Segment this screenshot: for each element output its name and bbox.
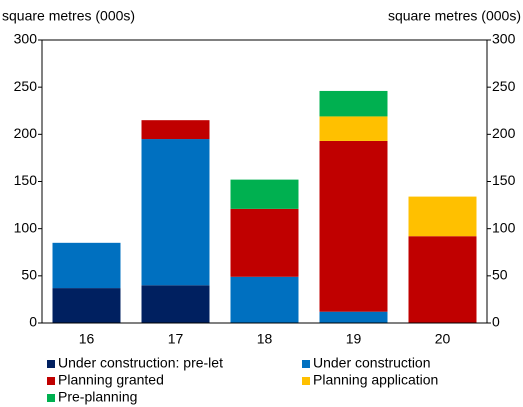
y-axis-label: square metres (000s) bbox=[2, 8, 135, 24]
x-tick-label: 20 bbox=[435, 331, 451, 347]
legend-marker bbox=[47, 394, 55, 402]
y2-tick-label: 50 bbox=[492, 267, 508, 283]
bar-segment bbox=[230, 208, 299, 277]
legend-label: Under construction: pre-let bbox=[58, 355, 223, 371]
x-tick-label: 18 bbox=[257, 331, 273, 347]
bar-segment bbox=[52, 288, 121, 323]
bar-segment bbox=[319, 116, 388, 141]
bar-segment bbox=[230, 179, 299, 209]
legend-label: Planning granted bbox=[58, 372, 164, 388]
y2-tick-label: 0 bbox=[492, 314, 500, 330]
bar-segment bbox=[141, 285, 210, 323]
y2-tick-label: 250 bbox=[492, 78, 516, 94]
y-tick-label: 100 bbox=[14, 219, 38, 235]
x-tick-label: 17 bbox=[168, 331, 184, 347]
y2-tick-label: 100 bbox=[492, 219, 516, 235]
x-tick-label: 16 bbox=[79, 331, 95, 347]
y2-tick-label: 200 bbox=[492, 125, 516, 141]
bar-segment bbox=[408, 236, 477, 323]
y-tick-label: 250 bbox=[14, 78, 38, 94]
y-tick-label: 50 bbox=[21, 267, 37, 283]
bar-segment bbox=[141, 139, 210, 286]
bar-segment bbox=[141, 120, 210, 140]
bar-segment bbox=[408, 196, 477, 237]
legend-marker bbox=[302, 360, 310, 368]
bar-segment bbox=[52, 242, 121, 289]
y2-tick-label: 150 bbox=[492, 172, 516, 188]
legend-marker bbox=[302, 377, 310, 385]
y-tick-label: 300 bbox=[14, 31, 38, 47]
legend-label: Pre-planning bbox=[58, 389, 137, 405]
x-tick-label: 19 bbox=[346, 331, 362, 347]
bar-segment bbox=[319, 140, 388, 312]
bar-segment bbox=[319, 311, 388, 323]
bar-segment bbox=[319, 90, 388, 117]
y-tick-label: 150 bbox=[14, 172, 38, 188]
legend-marker bbox=[47, 360, 55, 368]
y2-axis-label: square metres (000s) bbox=[388, 8, 521, 24]
legend-label: Under construction bbox=[313, 355, 431, 371]
legend-label: Planning application bbox=[313, 372, 438, 388]
legend-marker bbox=[47, 377, 55, 385]
bar-segment bbox=[230, 276, 299, 323]
y-tick-label: 0 bbox=[29, 314, 37, 330]
y2-tick-label: 300 bbox=[492, 31, 516, 47]
y-tick-label: 200 bbox=[14, 125, 38, 141]
